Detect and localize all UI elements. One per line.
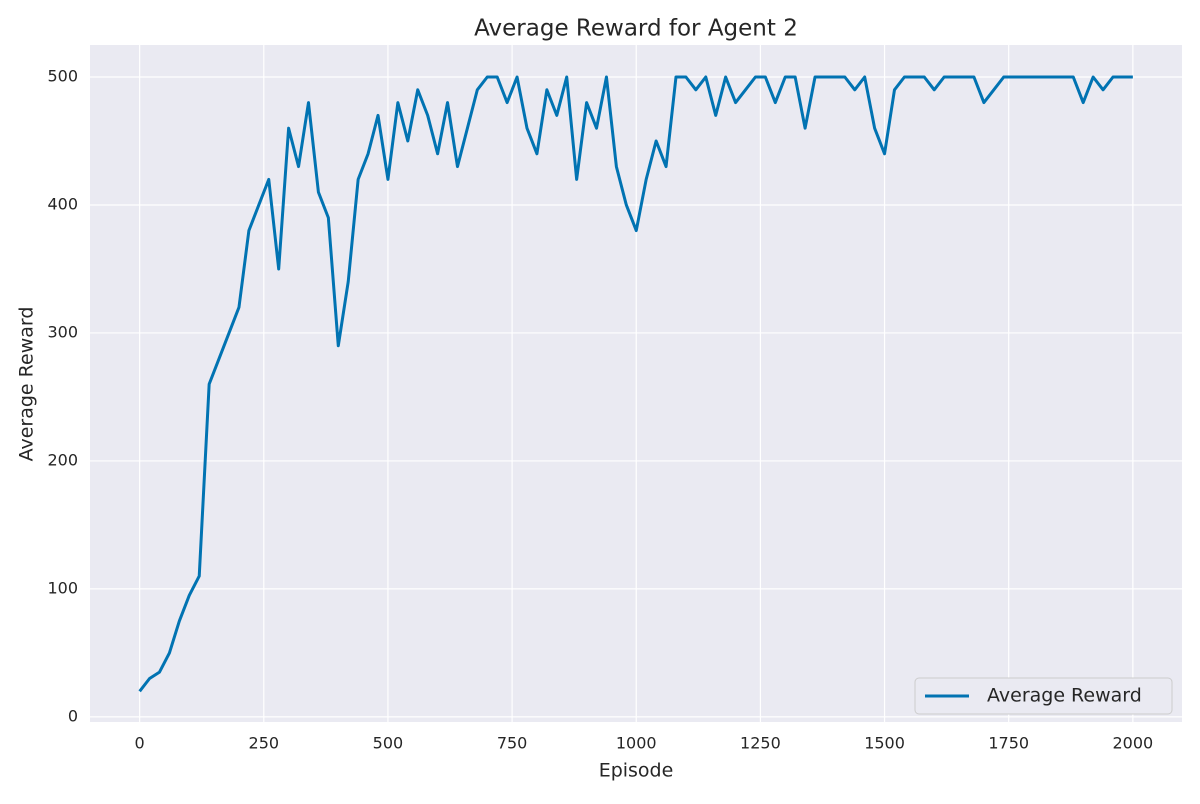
- y-tick-label: 400: [47, 194, 78, 213]
- x-tick-label: 1000: [616, 734, 657, 753]
- x-tick-label: 1750: [988, 734, 1029, 753]
- series-line: [138, 75, 1133, 693]
- x-tick-label: 250: [249, 734, 280, 753]
- y-tick-label: 0: [68, 706, 78, 725]
- y-tick-label: 200: [47, 450, 78, 469]
- y-axis-label: Average Reward: [16, 307, 38, 462]
- x-tick-label: 0: [135, 734, 145, 753]
- chart-title: Average Reward for Agent 2: [474, 16, 798, 42]
- legend-box: [914, 677, 1173, 715]
- x-tick-label: 750: [497, 734, 528, 753]
- x-tick-label: 2000: [1113, 734, 1154, 753]
- y-tick-label: 100: [47, 578, 78, 597]
- x-tick-label: 1500: [864, 734, 905, 753]
- x-axis-label: Episode: [599, 760, 674, 782]
- y-tick-label: 300: [47, 322, 78, 341]
- x-tick-label: 500: [373, 734, 404, 753]
- y-tick-label: 500: [47, 66, 78, 85]
- x-tick-label: 1250: [740, 734, 781, 753]
- plot: [138, 75, 1133, 693]
- legend-label: Average Reward: [987, 685, 1142, 707]
- grid: [90, 45, 1182, 722]
